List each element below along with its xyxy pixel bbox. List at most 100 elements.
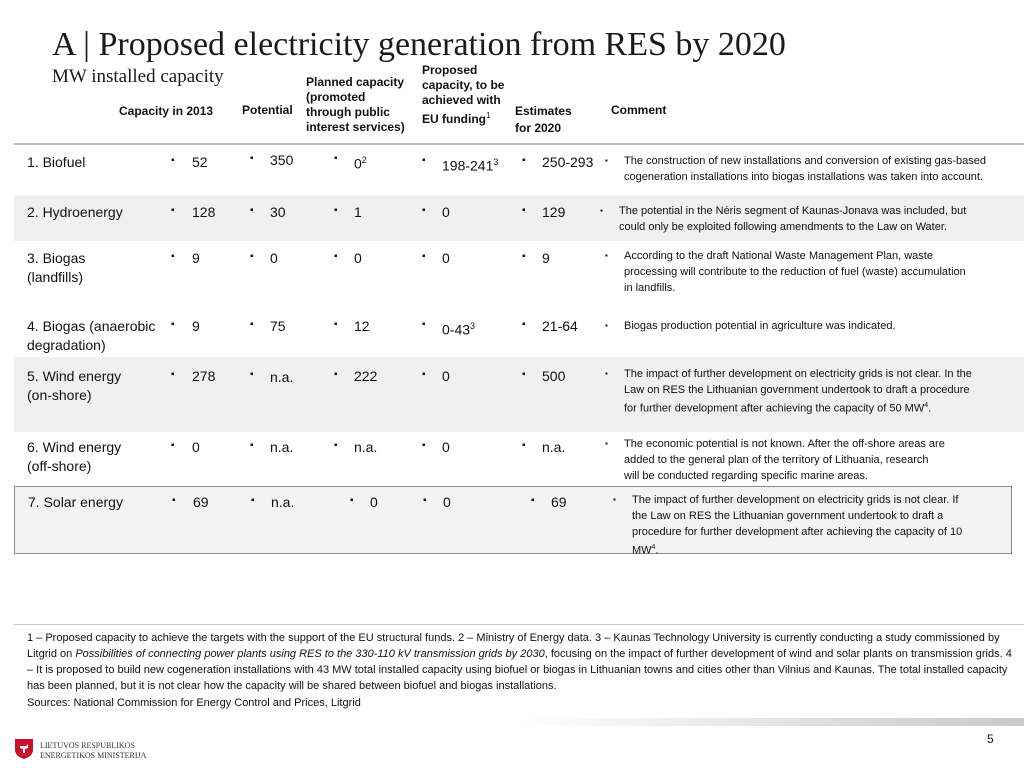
bullet-icon: ▪	[334, 440, 338, 451]
value: 0-433	[442, 317, 475, 340]
value-text: 0-43	[442, 321, 471, 338]
row-name: 2. Hydroenergy	[27, 204, 123, 220]
bullet-icon: ▪	[171, 155, 175, 166]
comment-line: The impact of further development on ele…	[632, 494, 959, 506]
ministry-logo-text: LIETUVOS RESPUBLIKOS ENERGETIKOS MINISTE…	[40, 741, 146, 761]
row-name: 6. Wind energy (off-shore)	[27, 439, 122, 474]
bullet-icon: ▪	[422, 205, 426, 216]
header-planned-capacity: Planned capacity (promoted through publi…	[306, 75, 405, 135]
sources-note: Sources: National Commission for Energy …	[27, 697, 361, 709]
value: n.a.	[270, 369, 294, 385]
table-row: 3. Biogas (landfills) ▪ 9 ▪ 0 ▪ 0 ▪ 0 ▪ 9 ▪ A…	[14, 241, 1024, 310]
bullet-icon: ▪	[250, 205, 254, 216]
value: 0	[370, 494, 378, 510]
header-estimates-line-1: Estimates	[515, 104, 572, 118]
value: 9	[192, 318, 200, 334]
slide-subtitle: MW installed capacity	[52, 66, 224, 87]
bullet-icon: ▪	[172, 495, 176, 506]
table-row: 4. Biogas (anaerobic degradation) ▪ 9 ▪ 75…	[14, 310, 1024, 357]
header-planned-line-1: Planned capacity	[306, 75, 405, 89]
value: 0	[442, 368, 450, 384]
comment-line: The potential in the Nėris segment of Ka…	[619, 205, 967, 217]
footnote-divider	[14, 624, 1024, 625]
value: 12	[354, 318, 370, 334]
comment-text: The potential in the Nėris segment of Ka…	[619, 203, 966, 235]
comment-line: cogeneration installations into biogas i…	[624, 171, 983, 183]
bullet-icon: ▪	[250, 251, 254, 262]
value: 21-64	[542, 318, 578, 334]
value: n.a.	[542, 439, 566, 455]
value: 0	[442, 204, 450, 220]
comment-line-text: MW	[632, 544, 652, 557]
row-name: 7. Solar energy	[28, 494, 123, 510]
header-estimates: Estimates for 2020	[515, 103, 572, 137]
header-potential-label: Potential	[242, 103, 293, 117]
comment-line: could only be exploited following amendm…	[619, 221, 947, 233]
bullet-icon: ▪	[522, 155, 526, 166]
comment-sup: 4	[651, 544, 656, 551]
bullet-icon: ▪	[422, 369, 426, 380]
comment-sup: 4	[924, 402, 929, 409]
header-capacity-2013-label: Capacity in 2013	[119, 104, 214, 118]
comment-line: The economic potential is not known. Aft…	[624, 438, 945, 450]
value: 128	[192, 204, 216, 220]
bullet-icon: ▪	[600, 206, 603, 215]
bullet-icon: ▪	[605, 439, 608, 448]
bullet-icon: ▪	[422, 251, 426, 262]
value: 0	[354, 250, 362, 266]
value: 250-293	[542, 154, 594, 170]
header-capacity-2013: Capacity in 2013	[119, 104, 213, 119]
comment-line: The construction of new installations an…	[624, 155, 986, 167]
bullet-icon: ▪	[334, 319, 338, 330]
bullet-icon: ▪	[334, 205, 338, 216]
bullet-icon: ▪	[422, 319, 426, 330]
value: 69	[193, 494, 209, 510]
value: 222	[354, 368, 378, 384]
bullet-icon: ▪	[423, 495, 427, 506]
comment-line-text: for further development after achieving …	[624, 402, 925, 415]
header-planned-line-3: through public	[306, 105, 390, 119]
comment-line: for further development after achieving …	[624, 398, 972, 417]
bullet-icon: ▪	[605, 321, 608, 330]
bullet-icon: ▪	[522, 369, 526, 380]
bullet-icon: ▪	[250, 319, 254, 330]
comment-line: Law on RES the Lithuanian government und…	[624, 384, 970, 396]
comment-line: will be conducted regarding specific mar…	[624, 470, 868, 482]
value: 0	[192, 439, 200, 455]
bullet-icon: ▪	[334, 369, 338, 380]
bullet-icon: ▪	[171, 440, 175, 451]
bullet-icon: ▪	[334, 153, 338, 164]
value: 30	[270, 204, 286, 220]
value: 9	[192, 250, 200, 266]
value: n.a.	[270, 439, 294, 455]
bullet-icon: ▪	[605, 369, 608, 378]
page-number: 5	[987, 732, 994, 746]
comment-text: Biogas production potential in agricultu…	[624, 318, 896, 334]
comment-end: .	[928, 402, 932, 415]
header-divider	[14, 143, 1024, 145]
footnote: 1 – Proposed capacity to achieve the tar…	[27, 630, 1017, 694]
header-planned-line-2: (promoted	[306, 90, 366, 104]
bullet-icon: ▪	[522, 205, 526, 216]
comment-text: The impact of further development on ele…	[632, 492, 962, 559]
bullet-icon: ▪	[350, 495, 354, 506]
comment-line: added to the general plan of the territo…	[624, 454, 929, 466]
header-comment: Comment	[611, 103, 666, 118]
footnote-part-1: 1 – Proposed capacity to achieve the tar…	[27, 632, 1000, 660]
table-row: 6. Wind energy (off-shore) ▪ 0 ▪ n.a. ▪ n.a…	[14, 432, 1024, 486]
table-row: 5. Wind energy (on-shore) ▪ 278 ▪ n.a. ▪ 22…	[14, 357, 1024, 432]
bullet-icon: ▪	[250, 153, 254, 164]
coat-of-arms-icon	[15, 739, 33, 759]
comment-line: procedure for further development after …	[632, 526, 963, 538]
footer-gradient-bar	[520, 718, 1024, 726]
row-name: 5. Wind energy (on-shore)	[27, 368, 122, 403]
bullet-icon: ▪	[605, 156, 608, 165]
value: n.a.	[271, 494, 295, 510]
header-proposed-line-3: achieved with	[422, 93, 501, 107]
table-row-highlighted: 7. Solar energy ▪ 69 ▪ n.a. ▪ 0 ▪ 0 ▪ 69 ▪ Th…	[14, 486, 1012, 557]
value: 02	[354, 151, 367, 174]
value: 129	[542, 204, 566, 220]
value: 0	[443, 494, 451, 510]
table-row: 1. Biofuel ▪ 52 ▪ 350 ▪ 02 ▪ 198-2413 ▪ 250-2…	[14, 145, 1024, 195]
value: 198-2413	[442, 153, 498, 176]
